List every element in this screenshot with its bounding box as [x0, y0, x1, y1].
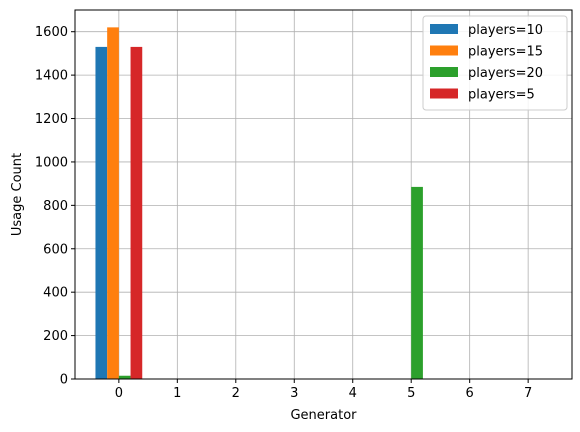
x-tick-label: 6	[466, 386, 474, 401]
legend-label: players=15	[468, 45, 543, 60]
y-tick-label: 1400	[35, 69, 68, 84]
x-axis-label: Generator	[290, 408, 357, 423]
legend-swatch	[430, 67, 458, 77]
y-tick-label: 600	[43, 242, 68, 257]
x-tick-label: 4	[349, 386, 357, 401]
x-tick-label: 7	[524, 386, 532, 401]
legend-label: players=20	[468, 66, 543, 81]
axis-ticks: 0 1 2 3 4 5 6 7 0 200 400 600 800 1000 1200 1400 1600	[35, 25, 532, 401]
y-tick-label: 1600	[35, 25, 68, 40]
x-tick-label: 1	[173, 386, 181, 401]
y-tick-label: 1200	[35, 112, 68, 127]
bar	[118, 375, 131, 379]
y-tick-label: 800	[43, 199, 68, 214]
x-tick-label: 5	[407, 386, 415, 401]
y-tick-label: 0	[60, 373, 68, 388]
bar	[130, 46, 143, 380]
x-tick-label: 2	[232, 386, 240, 401]
y-tick-label: 400	[43, 286, 68, 301]
bar	[107, 27, 119, 379]
x-tick-label: 3	[290, 386, 298, 401]
legend-label: players=5	[468, 88, 535, 103]
y-tick-label: 1000	[35, 155, 68, 170]
y-tick-label: 200	[43, 329, 68, 344]
legend-swatch	[430, 45, 458, 56]
bars	[95, 27, 423, 380]
legend-swatch	[430, 24, 458, 34]
legend-swatch	[430, 88, 458, 99]
bar	[95, 46, 108, 380]
legend-label: players=10	[468, 23, 543, 38]
y-axis-label: Usage Count	[10, 153, 25, 236]
legend: players=10 players=15 players=20 players=5	[422, 15, 568, 111]
legend-box	[422, 15, 568, 111]
plot-frame	[74, 9, 573, 380]
bar	[411, 186, 423, 379]
x-tick-label: 0	[115, 386, 123, 401]
